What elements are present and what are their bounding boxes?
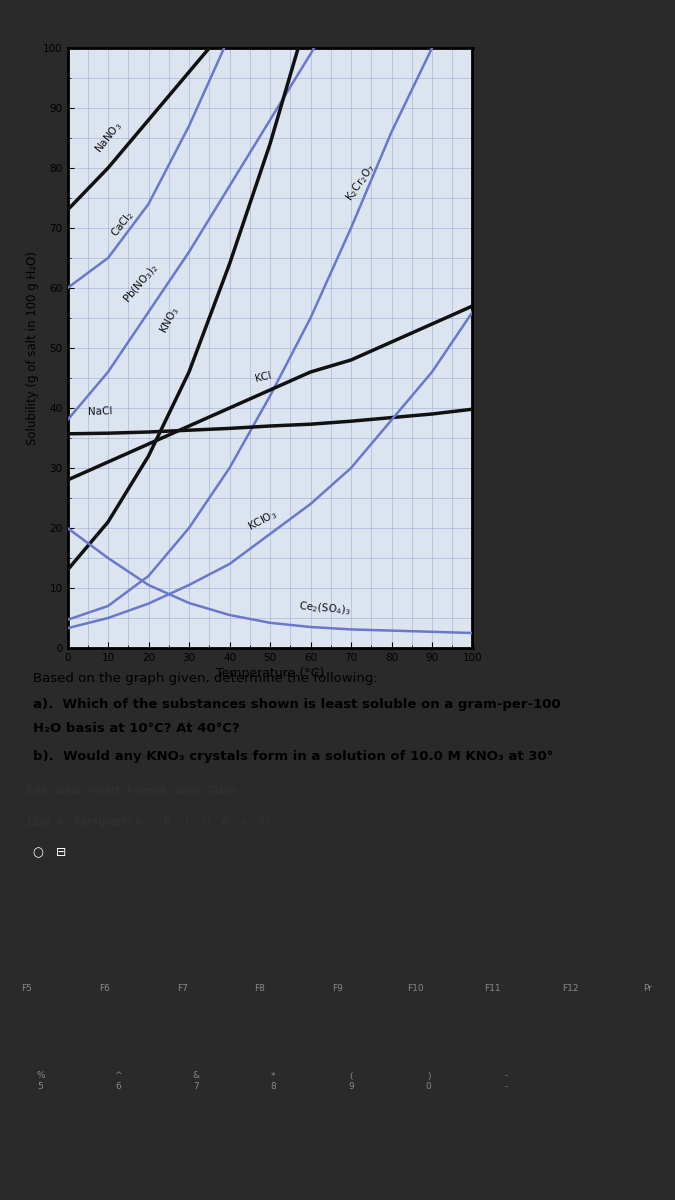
X-axis label: Temperature (°C): Temperature (°C) [216, 667, 324, 680]
Text: %
5: % 5 [36, 1072, 45, 1091]
Text: KClO$_3$: KClO$_3$ [246, 508, 279, 534]
Text: ○   ⊟: ○ ⊟ [33, 847, 66, 859]
Text: F12: F12 [562, 984, 578, 994]
Y-axis label: Solubility (g of salt in 100 g H₂O): Solubility (g of salt in 100 g H₂O) [26, 251, 39, 445]
Text: )
0: ) 0 [426, 1072, 431, 1091]
Text: KCl: KCl [254, 371, 272, 384]
Text: F9: F9 [332, 984, 343, 994]
Text: F7: F7 [177, 984, 188, 994]
Text: NaCl: NaCl [88, 406, 113, 416]
Text: Edit  View  Insert  Format  Tools  Table: Edit View Insert Format Tools Table [26, 786, 237, 796]
Text: NaNO$_3$: NaNO$_3$ [92, 119, 125, 156]
Text: Pr: Pr [643, 984, 653, 994]
Text: b).  Would any KNO₃ crystals form in a solution of 10.0 M KNO₃ at 30°: b). Would any KNO₃ crystals form in a so… [33, 750, 554, 763]
Text: (
9: ( 9 [348, 1072, 354, 1091]
Text: -
-: - - [505, 1072, 508, 1091]
Text: F5: F5 [22, 984, 32, 994]
Text: F8: F8 [254, 984, 265, 994]
Text: F11: F11 [485, 984, 501, 994]
Text: a).  Which of the substances shown is least soluble on a gram-per-100: a). Which of the substances shown is lea… [33, 698, 561, 712]
Text: Ce$_2$(SO$_4$)$_3$: Ce$_2$(SO$_4$)$_3$ [298, 600, 352, 618]
Text: H₂O basis at 10°C? At 40°C?: H₂O basis at 10°C? At 40°C? [33, 722, 240, 736]
Text: CaCl$_2$: CaCl$_2$ [108, 208, 137, 240]
Text: F6: F6 [99, 984, 110, 994]
Text: F10: F10 [407, 984, 423, 994]
Text: KNO$_3$: KNO$_3$ [157, 304, 182, 336]
Text: K$_2$Cr$_2$O$_7$: K$_2$Cr$_2$O$_7$ [343, 161, 379, 204]
Text: ^
6: ^ 6 [114, 1072, 122, 1091]
Text: Pb(NO$_3$)$_2$: Pb(NO$_3$)$_2$ [120, 260, 161, 306]
Text: Based on the graph given, determine the following:: Based on the graph given, determine the … [33, 672, 378, 685]
Text: &
7: & 7 [192, 1072, 199, 1091]
Text: *
8: * 8 [271, 1072, 276, 1091]
Text: 12pt ∨   Paragraph ∨      B    I    U   Ä   ↓   T²: 12pt ∨ Paragraph ∨ B I U Ä ↓ T² [26, 815, 271, 827]
